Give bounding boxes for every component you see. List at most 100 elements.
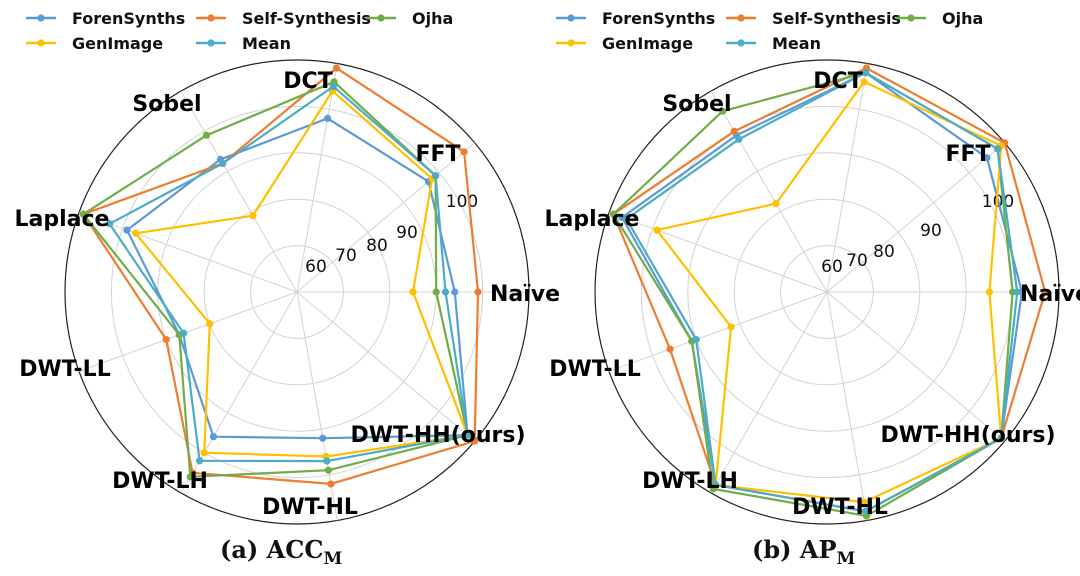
legend-swatch-marker (207, 39, 215, 47)
axis-label-dwt-ll: DWT-LL (19, 357, 110, 382)
axis-label-dwt-hl: DWT-HL (792, 495, 888, 520)
data-point (200, 449, 208, 457)
legend-item-self-synthesis: Self-Synthesis (726, 9, 901, 28)
caption: (a) ACCM (220, 535, 342, 569)
legend-item-forensynths: ForenSynths (26, 9, 185, 28)
data-point (123, 226, 131, 234)
data-point (195, 457, 204, 465)
axis-label-fft: FFT (945, 142, 990, 167)
data-point (451, 288, 459, 296)
data-point (994, 145, 1002, 153)
legend-item-ojha: Ojha (896, 9, 983, 28)
legend-label: Ojha (942, 9, 983, 28)
data-point (432, 172, 440, 180)
radial-tick-label: 70 (846, 251, 868, 271)
axis-label-fft: FFT (415, 142, 460, 167)
series-line (655, 80, 1003, 504)
data-point (860, 498, 868, 506)
legend-item-genimage: GenImage (556, 34, 693, 53)
radial-tick-label: 60 (821, 257, 843, 277)
data-point (329, 82, 337, 90)
series-mean (105, 82, 472, 465)
legend-swatch-marker (207, 14, 215, 22)
legend-item-self-synthesis: Self-Synthesis (196, 9, 371, 28)
data-point (202, 131, 211, 139)
data-point (79, 210, 87, 218)
data-point (862, 507, 870, 515)
legend-label: Self-Synthesis (242, 9, 371, 28)
data-point (209, 433, 218, 441)
data-point (105, 220, 114, 228)
series-line (108, 85, 469, 463)
caption-main: (a) ACC (220, 535, 323, 564)
series-line (625, 71, 1019, 513)
series-line (134, 89, 469, 458)
grid-spoke (710, 291, 828, 494)
data-point (1013, 288, 1021, 296)
series-mean (622, 69, 1021, 515)
caption-subscript: M (323, 549, 342, 569)
radial-tick-label: 60 (305, 257, 327, 277)
axis-label-sobel: Sobel (132, 92, 201, 117)
grid-spoke (78, 212, 298, 293)
legend-label: ForenSynths (72, 9, 185, 28)
legend-swatch-marker (377, 14, 385, 22)
series-line (82, 66, 480, 485)
legend-label: GenImage (72, 34, 163, 53)
axis-label-na-ve: Naïve (490, 282, 560, 307)
series-line (82, 80, 469, 478)
axis-label-dwt-hh-ours: DWT-HH(ours) (880, 423, 1055, 448)
grid-spoke (296, 142, 476, 293)
axis-label-dwt-lh: DWT-LH (642, 469, 738, 494)
data-point (730, 127, 738, 135)
legend-swatch-marker (907, 14, 915, 22)
data-point (712, 481, 720, 489)
axis-label-dwt-lh: DWT-LH (112, 469, 208, 494)
grid-spoke (296, 291, 476, 442)
legend-item-mean: Mean (196, 34, 291, 53)
data-point (409, 288, 417, 296)
data-point (735, 135, 743, 143)
axis-label-sobel: Sobel (662, 92, 731, 117)
axis-label-laplace: Laplace (15, 207, 110, 232)
caption-subscript: M (837, 549, 856, 569)
data-point (327, 480, 335, 488)
grid-spoke (608, 291, 828, 372)
legend: ForenSynths Self-Synthesis Ojha GenImage Mea… (26, 9, 453, 53)
data-point (609, 210, 617, 218)
legend-label: ForenSynths (602, 9, 715, 28)
legend-swatch-marker (737, 14, 745, 22)
data-point (719, 107, 727, 115)
data-point (622, 215, 631, 223)
data-point (997, 434, 1005, 442)
legend: ForenSynths Self-Synthesis Ojha GenImage Mea… (556, 9, 983, 53)
series-genimage (132, 87, 472, 461)
legend-label: Self-Synthesis (772, 9, 901, 28)
data-point (206, 320, 214, 328)
legend-item-mean: Mean (726, 34, 821, 53)
data-point (186, 473, 194, 481)
legend-swatch-marker (567, 14, 575, 22)
axis-label-dct: DCT (283, 69, 332, 94)
data-point (324, 466, 333, 474)
legend-label: GenImage (602, 34, 693, 53)
caption: (b) APM (752, 535, 856, 569)
grid-spoke (78, 291, 298, 372)
data-point (162, 336, 170, 344)
series-line (125, 117, 469, 440)
legend-item-ojha: Ojha (366, 9, 453, 28)
data-point (1041, 288, 1049, 296)
data-point (860, 78, 868, 86)
data-point (862, 69, 870, 77)
legend-label: Mean (772, 34, 821, 53)
grid-spoke (826, 291, 1006, 442)
radial-tick-label: 90 (396, 223, 418, 243)
legend-item-forensynths: ForenSynths (556, 9, 715, 28)
radial-tick-label: 80 (366, 236, 388, 256)
data-point (132, 229, 140, 237)
legend-item-genimage: GenImage (26, 34, 163, 53)
legend-label: Mean (242, 34, 291, 53)
grid-spoke (826, 291, 868, 521)
legend-swatch-marker (37, 14, 45, 22)
